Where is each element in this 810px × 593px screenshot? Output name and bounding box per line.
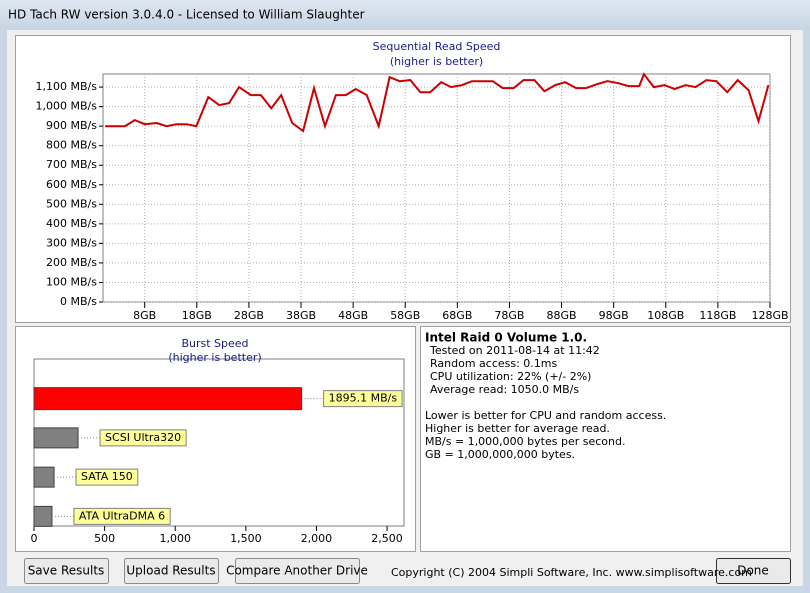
- x-tick-label: 1,500: [230, 532, 262, 545]
- info-detail: CPU utilization: 22% (+/- 2%): [430, 370, 591, 383]
- x-tick-label: 58GB: [390, 309, 420, 322]
- y-tick-label: 200 MB/s: [46, 256, 97, 269]
- x-tick-label: 38GB: [286, 309, 316, 322]
- y-tick-label: 600 MB/s: [46, 178, 97, 191]
- info-note: Lower is better for CPU and random acces…: [425, 409, 666, 422]
- button-face: [24, 558, 109, 584]
- button-face: [124, 558, 219, 584]
- chart-subtitle: (higher is better): [390, 55, 483, 68]
- y-tick-label: 700 MB/s: [46, 158, 97, 171]
- x-tick-label: 68GB: [442, 309, 472, 322]
- y-tick-label: 300 MB/s: [46, 236, 97, 249]
- label-box: [75, 468, 139, 486]
- button[interactable]: Upload Results: [124, 558, 219, 584]
- info-detail: Average read: 1050.0 MB/s: [430, 383, 579, 396]
- button[interactable]: Done: [716, 558, 791, 584]
- button-face: [235, 558, 360, 584]
- button[interactable]: Compare Another Drive: [226, 558, 368, 584]
- category-label: SCSI Ultra320: [105, 431, 181, 444]
- info-heading: Intel Raid 0 Volume 1.0.: [425, 331, 587, 345]
- title-bar: [0, 0, 810, 30]
- value-label: 1895.1 MB/s: [329, 392, 398, 405]
- button-label: Compare Another Drive: [226, 564, 368, 578]
- x-tick-label: 118GB: [699, 309, 736, 322]
- read-speed-line: [105, 72, 770, 133]
- y-tick-label: 100 MB/s: [46, 275, 97, 288]
- y-tick-label: 1,000 MB/s: [36, 100, 98, 113]
- bar: [33, 427, 79, 449]
- x-tick-label: 28GB: [234, 309, 264, 322]
- x-tick-label: 108GB: [647, 309, 684, 322]
- button-label: Upload Results: [126, 564, 215, 578]
- chart-subtitle: (higher is better): [168, 351, 261, 364]
- label-box: [73, 507, 171, 525]
- x-tick-label: 98GB: [599, 309, 629, 322]
- y-tick-label: 900 MB/s: [46, 119, 97, 132]
- x-tick-label: 128GB: [751, 309, 788, 322]
- x-tick-label: 48GB: [338, 309, 368, 322]
- y-tick-label: 1,100 MB/s: [36, 80, 98, 93]
- y-tick-label: 0 MB/s: [60, 295, 97, 308]
- button-face: [716, 558, 791, 584]
- button[interactable]: Save Results: [24, 558, 109, 584]
- label-box: [323, 390, 403, 408]
- bar: [33, 505, 53, 527]
- x-tick-label: 88GB: [547, 309, 577, 322]
- burst-plot-area: [33, 358, 405, 527]
- bar: [33, 387, 303, 411]
- y-tick-label: 400 MB/s: [46, 217, 97, 230]
- y-tick-label: 800 MB/s: [46, 139, 97, 152]
- info-detail: Tested on 2011-08-14 at 11:42: [429, 344, 600, 357]
- x-tick-label: 78GB: [494, 309, 524, 322]
- x-tick-label: 0: [31, 532, 38, 545]
- label-box: [99, 429, 187, 447]
- y-tick-label: 500 MB/s: [46, 197, 97, 210]
- category-label: SATA 150: [81, 470, 133, 483]
- info-note: MB/s = 1,000,000 bytes per second.: [425, 435, 625, 448]
- chart-title: Burst Speed: [181, 337, 248, 350]
- x-tick-label: 18GB: [182, 309, 212, 322]
- category-label: ATA UltraDMA 6: [79, 509, 165, 522]
- info-note: GB = 1,000,000,000 bytes.: [425, 448, 575, 461]
- x-tick-label: 2,000: [301, 532, 333, 545]
- x-tick-label: 1,000: [159, 532, 191, 545]
- bar: [33, 466, 55, 488]
- info-note: Higher is better for average read.: [425, 422, 610, 435]
- info-panel: [420, 326, 791, 552]
- x-tick-label: 500: [94, 532, 115, 545]
- button-label: Done: [737, 564, 769, 578]
- window-title: HD Tach RW version 3.0.4.0 - Licensed to…: [8, 8, 365, 22]
- x-tick-label: 2,500: [371, 532, 403, 545]
- button-label: Save Results: [28, 564, 105, 578]
- x-tick-label: 8GB: [133, 309, 156, 322]
- info-detail: Random access: 0.1ms: [430, 357, 558, 370]
- copyright: Copyright (C) 2004 Simpli Software, Inc.…: [391, 566, 752, 579]
- plot-area: [102, 73, 771, 303]
- chart-title: Sequential Read Speed: [373, 40, 501, 53]
